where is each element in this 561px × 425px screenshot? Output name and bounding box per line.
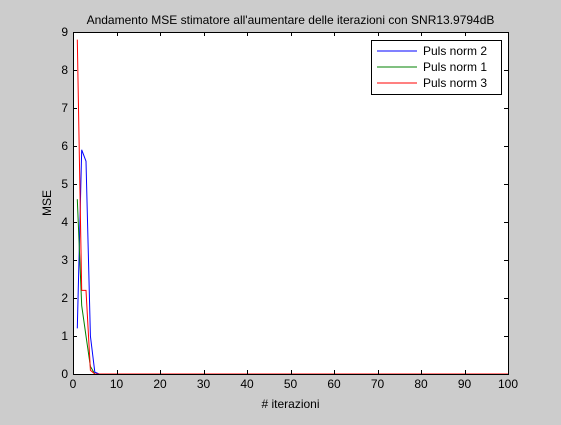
y-tick-label: 6 bbox=[61, 139, 68, 153]
ticks-layer: 0 10 20 30 40 50 60 70 80 90 100 0 1 2 3 4 5 6 7 8 9 bbox=[61, 25, 518, 391]
x-tick-label: 20 bbox=[153, 377, 167, 391]
legend-label: Puls norm 2 bbox=[423, 44, 487, 58]
x-tick-label: 70 bbox=[371, 377, 385, 391]
y-tick-label: 0 bbox=[61, 367, 68, 381]
x-tick-label: 50 bbox=[284, 377, 298, 391]
y-tick-label: 7 bbox=[61, 101, 68, 115]
legend-label: Puls norm 1 bbox=[423, 60, 487, 74]
x-tick-label: 100 bbox=[498, 377, 518, 391]
y-tick-label: 5 bbox=[61, 177, 68, 191]
x-tick-label: 60 bbox=[327, 377, 341, 391]
x-tick-label: 30 bbox=[197, 377, 211, 391]
y-tick-label: 2 bbox=[61, 291, 68, 305]
x-axis-label: # iterazioni bbox=[261, 397, 319, 411]
x-tick-label: 0 bbox=[70, 377, 77, 391]
x-tick-label: 10 bbox=[110, 377, 124, 391]
legend: Puls norm 2 Puls norm 1 Puls norm 3 bbox=[371, 40, 502, 95]
y-axis-label: MSE bbox=[40, 190, 54, 216]
y-tick-label: 3 bbox=[61, 253, 68, 267]
y-tick-label: 1 bbox=[61, 329, 68, 343]
y-tick-label: 8 bbox=[61, 63, 68, 77]
x-tick-label: 90 bbox=[458, 377, 472, 391]
legend-label: Puls norm 3 bbox=[423, 76, 487, 90]
x-tick-label: 40 bbox=[240, 377, 254, 391]
y-tick-label: 9 bbox=[61, 25, 68, 39]
y-tick-label: 4 bbox=[61, 215, 68, 229]
chart-title: Andamento MSE stimatore all'aumentare de… bbox=[87, 13, 495, 27]
x-tick-label: 80 bbox=[414, 377, 428, 391]
